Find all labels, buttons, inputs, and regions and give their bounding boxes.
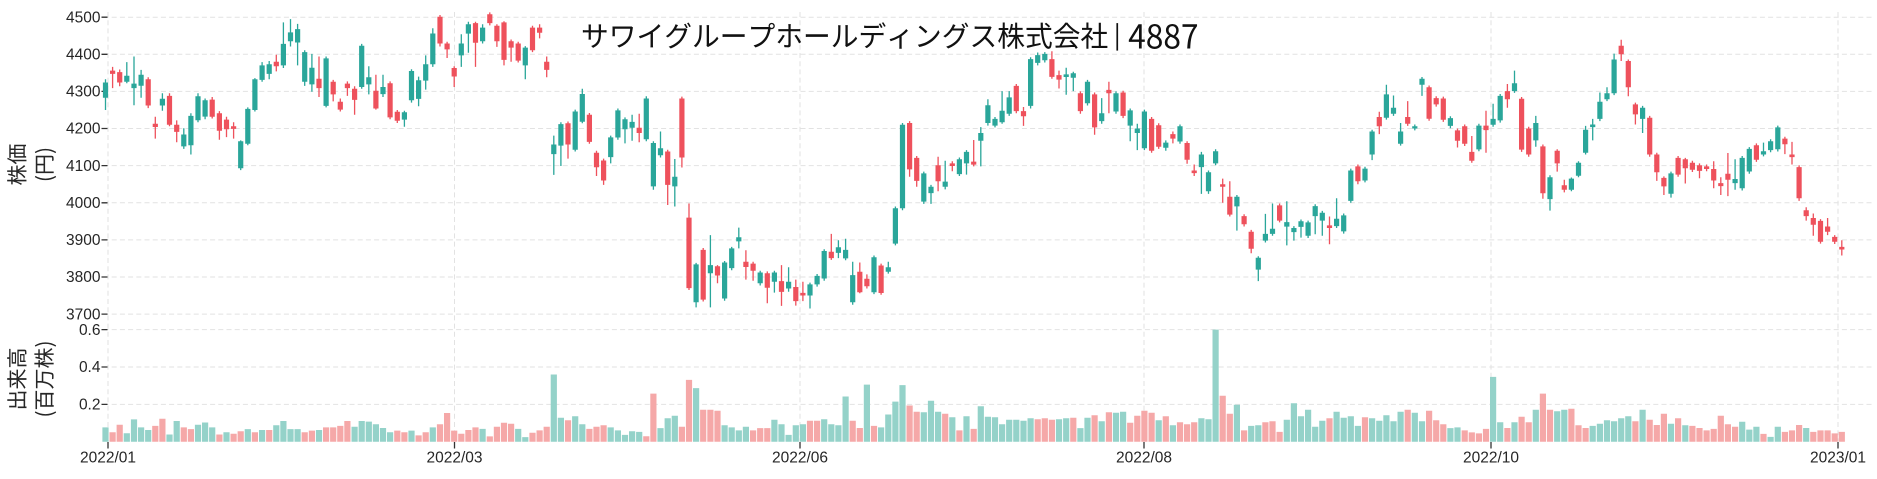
- svg-text:2022/03: 2022/03: [426, 449, 482, 466]
- svg-text:2022/01: 2022/01: [80, 449, 136, 466]
- svg-text:4500: 4500: [66, 9, 101, 26]
- svg-text:2022/08: 2022/08: [1116, 449, 1172, 466]
- svg-text:3900: 3900: [66, 232, 101, 249]
- svg-text:0.4: 0.4: [79, 359, 101, 376]
- svg-text:4200: 4200: [66, 121, 101, 138]
- svg-text:4000: 4000: [66, 195, 101, 212]
- svg-text:0.6: 0.6: [79, 322, 101, 339]
- svg-text:2022/10: 2022/10: [1463, 449, 1519, 466]
- svg-text:0.2: 0.2: [79, 397, 101, 414]
- svg-text:4400: 4400: [66, 47, 101, 64]
- svg-text:3800: 3800: [66, 269, 101, 286]
- svg-text:2023/01: 2023/01: [1810, 449, 1866, 466]
- svg-text:4300: 4300: [66, 84, 101, 101]
- svg-text:3700: 3700: [66, 306, 101, 323]
- svg-text:2022/06: 2022/06: [772, 449, 828, 466]
- svg-text:4100: 4100: [66, 158, 101, 175]
